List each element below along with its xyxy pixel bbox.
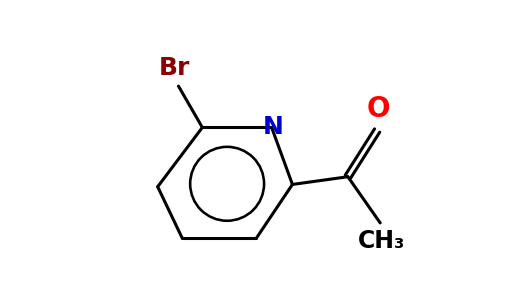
Text: Br: Br [159,56,190,80]
Text: N: N [263,116,284,139]
Text: CH₃: CH₃ [358,229,406,253]
Text: O: O [367,95,391,123]
